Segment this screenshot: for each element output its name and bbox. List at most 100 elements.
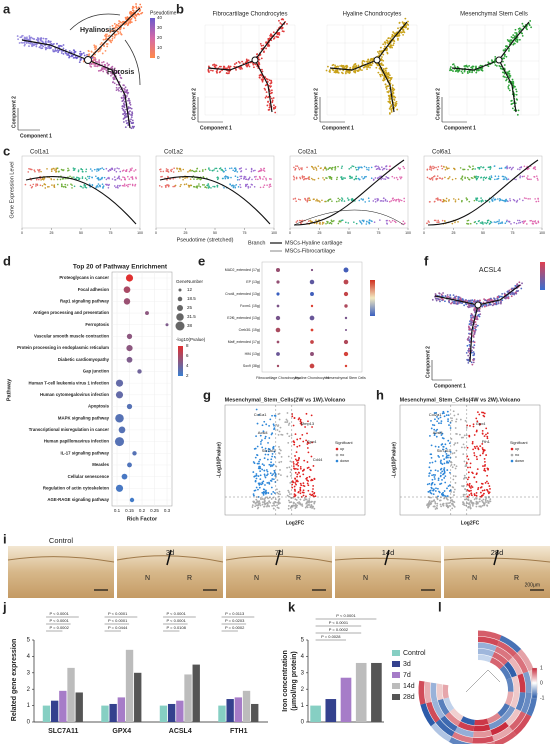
point (278, 498, 281, 500)
cell-dot (126, 95, 128, 97)
cell-dot (99, 178, 102, 181)
x-tick-label: 50 (213, 231, 217, 235)
point (308, 499, 310, 502)
cell-dot (340, 219, 343, 222)
cell-dot (247, 64, 250, 66)
cell-dot (395, 176, 398, 179)
cell-dot (124, 86, 127, 89)
cell-dot (301, 168, 303, 171)
cell-dot (326, 177, 328, 179)
point (303, 499, 305, 502)
point (464, 419, 467, 422)
cell-dot (469, 306, 471, 308)
cell-dot (382, 69, 385, 71)
x-tick-label: 100 (271, 231, 277, 235)
point (306, 447, 309, 449)
cell-dot (79, 54, 82, 57)
cell-dot (223, 176, 226, 178)
cell-dot (506, 199, 508, 202)
point (488, 500, 491, 503)
legend-title: -log10(Pvalue) (176, 337, 206, 342)
cell-dot (268, 106, 271, 109)
cell-dot (480, 197, 482, 199)
bar (75, 692, 83, 722)
cell-dot (437, 221, 440, 223)
cell-dot (119, 28, 122, 30)
annotation: P = 0.0002 (225, 625, 245, 630)
point (303, 485, 306, 488)
cell-dot (369, 66, 371, 69)
cell-dot (70, 183, 72, 185)
cell-dot (472, 351, 475, 353)
cell-dot (307, 176, 310, 179)
cell-dot (222, 171, 225, 173)
cell-dot (501, 295, 503, 298)
point (310, 501, 312, 504)
point (302, 440, 305, 443)
cell-dot (35, 185, 37, 187)
cell-dot (124, 185, 126, 187)
point (475, 481, 478, 483)
point (468, 485, 471, 488)
point (263, 420, 266, 423)
dot (343, 267, 349, 273)
point (485, 433, 487, 436)
point (273, 424, 275, 427)
cell-dot (379, 68, 382, 71)
gene-label: Col1a1 (254, 412, 267, 417)
cell-dot (36, 183, 39, 186)
cell-dot (444, 295, 447, 298)
point (295, 459, 298, 462)
cell-dot (79, 59, 82, 62)
cell-dot (239, 183, 241, 186)
legend-label: 2 (186, 373, 189, 378)
cell-dot (399, 177, 402, 180)
cell-dot (512, 43, 515, 46)
point (451, 452, 454, 455)
cell-dot (272, 97, 275, 99)
cell-dot (502, 175, 505, 178)
cell-dot (456, 303, 459, 305)
cell-dot (516, 33, 518, 35)
point (307, 480, 310, 482)
cell-dot (472, 340, 475, 343)
cell-dot (427, 220, 430, 222)
cell-dot (349, 66, 352, 69)
cell-dot (52, 43, 55, 46)
cell-dot (211, 169, 213, 172)
cell-dot (53, 178, 55, 181)
cell-dot (244, 176, 247, 178)
point (255, 486, 258, 489)
point (288, 495, 290, 498)
legend-label: no (340, 453, 344, 457)
cell-dot (118, 89, 120, 92)
point (463, 460, 466, 463)
region-label: N (472, 575, 477, 582)
cell-dot (113, 22, 116, 25)
cell-dot (374, 198, 376, 200)
cell-dot (504, 200, 507, 203)
cell-dot (94, 60, 97, 63)
cell-dot (525, 197, 527, 200)
cell-dot (376, 199, 379, 202)
annotation: P < 0.0001 (108, 611, 128, 616)
dot (118, 426, 126, 434)
cell-dot (333, 219, 335, 222)
cell-dot (116, 70, 119, 72)
cell-dot (397, 34, 400, 37)
cell-dot (262, 169, 265, 172)
cell-dot (214, 167, 216, 170)
cell-dot (295, 177, 298, 180)
cell-dot (359, 166, 361, 168)
point (297, 471, 300, 474)
cell-dot (515, 222, 518, 225)
legend-dot (175, 321, 185, 331)
color-bar (540, 262, 545, 290)
panel-title: Mesenchymal Stem Cells (460, 12, 528, 18)
point (451, 417, 453, 420)
cell-dot (55, 50, 58, 52)
cell-dot (393, 40, 396, 43)
cell-dot (462, 299, 465, 301)
cell-dot (506, 178, 508, 181)
